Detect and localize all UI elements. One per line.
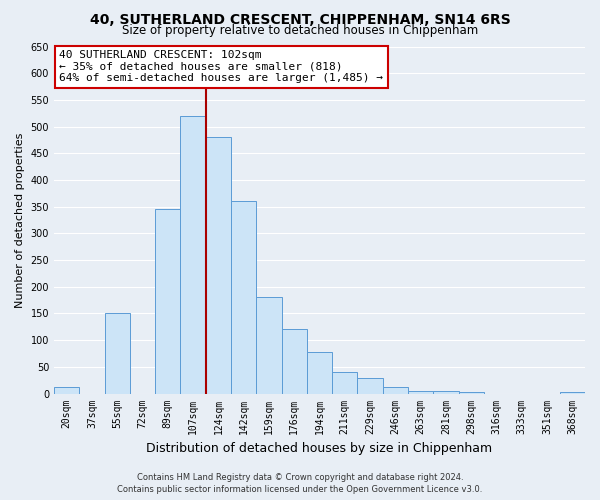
Text: Size of property relative to detached houses in Chippenham: Size of property relative to detached ho… — [122, 24, 478, 37]
Text: 40 SUTHERLAND CRESCENT: 102sqm
← 35% of detached houses are smaller (818)
64% of: 40 SUTHERLAND CRESCENT: 102sqm ← 35% of … — [59, 50, 383, 83]
Bar — [281, 330, 307, 394]
Bar — [433, 391, 458, 394]
Bar — [307, 352, 332, 394]
Bar — [383, 386, 408, 394]
Bar — [155, 210, 181, 394]
Bar — [560, 392, 585, 394]
Text: Contains HM Land Registry data © Crown copyright and database right 2024.
Contai: Contains HM Land Registry data © Crown c… — [118, 472, 482, 494]
Bar — [231, 202, 256, 394]
Bar — [54, 386, 79, 394]
Bar — [104, 314, 130, 394]
Bar — [458, 392, 484, 394]
X-axis label: Distribution of detached houses by size in Chippenham: Distribution of detached houses by size … — [146, 442, 493, 455]
Y-axis label: Number of detached properties: Number of detached properties — [15, 132, 25, 308]
Bar — [181, 116, 206, 394]
Bar — [206, 138, 231, 394]
Bar — [358, 378, 383, 394]
Bar — [256, 298, 281, 394]
Bar — [408, 391, 433, 394]
Bar — [332, 372, 358, 394]
Text: 40, SUTHERLAND CRESCENT, CHIPPENHAM, SN14 6RS: 40, SUTHERLAND CRESCENT, CHIPPENHAM, SN1… — [89, 12, 511, 26]
